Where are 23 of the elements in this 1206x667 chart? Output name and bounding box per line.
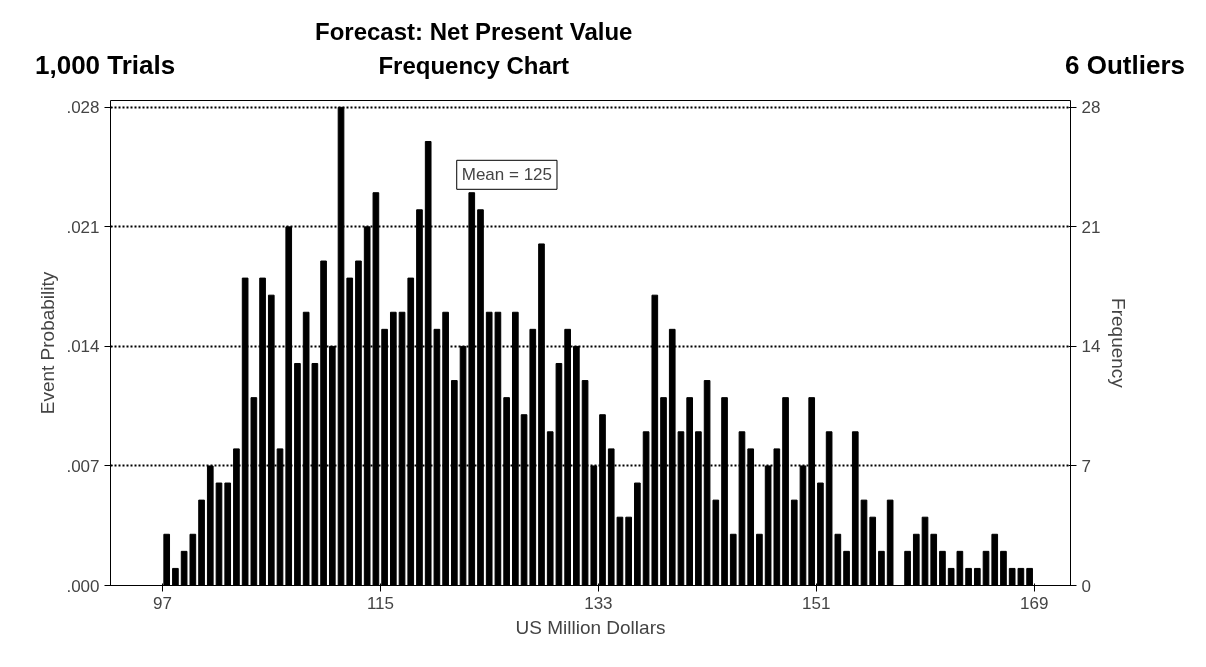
y2-tick-label: 0: [1081, 576, 1091, 596]
y-tick-label: .000: [66, 576, 100, 596]
x-tick-label: 151: [802, 593, 831, 613]
x-axis-title: US Million Dollars: [515, 616, 666, 638]
chart-subtitle: Frequency Chart: [378, 52, 570, 80]
y2-tick-label: 7: [1081, 456, 1091, 476]
y2-tick-label: 28: [1081, 98, 1101, 118]
x-tick-label: 133: [584, 593, 613, 613]
x-tick-label: 97: [153, 593, 173, 613]
y2-axis-title: Frequency: [1108, 298, 1130, 389]
text: 1,000 Trials: [35, 49, 176, 82]
x-tick-label: 115: [366, 593, 395, 613]
y2-tick-label: 14: [1081, 337, 1101, 357]
chart-title: Forecast: Net Present Value: [315, 18, 633, 45]
x-tick-label: 169: [1020, 593, 1049, 613]
y-tick-label: .028: [66, 98, 100, 118]
text: 6 Outliers: [1065, 49, 1185, 82]
y-tick-label: .021: [66, 217, 100, 237]
y-axis-title: Event Probability: [37, 271, 59, 415]
annotation: Mean = 125: [461, 165, 552, 185]
y-tick-label: .007: [66, 456, 100, 476]
y2-tick-label: 21: [1081, 217, 1101, 237]
y-tick-label: .014: [66, 337, 100, 357]
